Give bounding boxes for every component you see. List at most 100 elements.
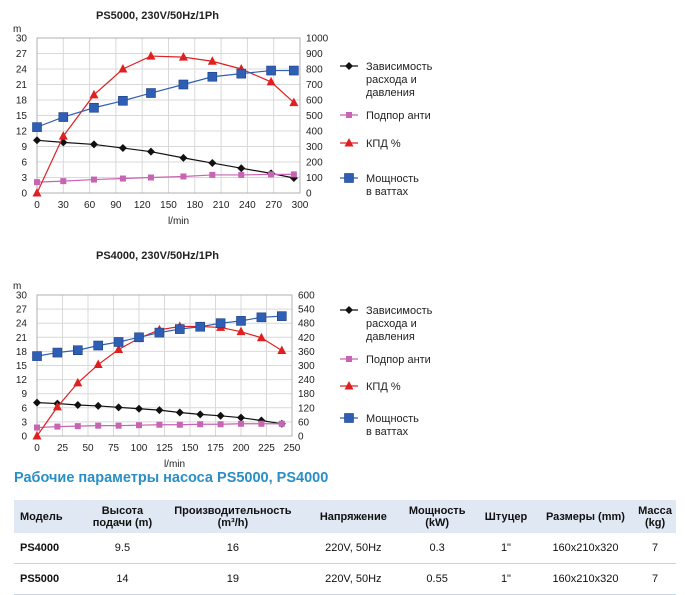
data-point — [156, 421, 163, 428]
data-point — [73, 400, 82, 409]
series-line — [36, 69, 294, 128]
y-left-tick-label: 30 — [16, 291, 28, 302]
data-point — [73, 377, 83, 387]
legend-label: КПД % — [366, 138, 401, 150]
legend-entry: Мощность в ваттах — [340, 413, 419, 438]
data-point — [258, 420, 265, 427]
cell-height: 9.5 — [86, 533, 159, 564]
y-right-tick-label: 600 — [298, 291, 315, 302]
header-power: Мощность (kW) — [399, 500, 476, 533]
x-tick-label: 0 — [34, 200, 40, 211]
data-point — [154, 327, 165, 338]
cell-power: 0.55 — [399, 563, 476, 595]
data-point — [266, 65, 276, 76]
y-left-tick-label: 21 — [16, 333, 28, 344]
data-point — [146, 88, 156, 98]
data-point — [146, 147, 155, 156]
x-tick-label: 150 — [182, 443, 199, 454]
data-point — [178, 52, 188, 61]
data-point — [134, 332, 144, 343]
data-point — [208, 159, 217, 168]
cell-power: 0.3 — [399, 533, 476, 564]
data-point — [268, 171, 275, 178]
y-left-tick-label: 9 — [21, 389, 27, 400]
data-point — [114, 344, 124, 354]
legend-marker — [345, 62, 353, 70]
header-voltage: Напряжение — [307, 500, 400, 533]
data-point — [136, 422, 142, 429]
chart-title: PS5000, 230V/50Hz/1Ph — [96, 10, 219, 22]
y-right-tick-label: 60 — [298, 417, 310, 428]
data-point — [289, 97, 299, 107]
y-right-tick-label: 500 — [306, 111, 323, 122]
data-point — [58, 112, 69, 122]
data-point — [60, 178, 67, 185]
data-point — [54, 423, 61, 430]
y-right-tick-label: 0 — [306, 189, 312, 200]
table-header-row: Модель Высота подачи (m) Производительно… — [14, 500, 676, 533]
legend-marker — [345, 306, 353, 314]
x-tick-label: 150 — [160, 200, 177, 211]
data-point — [178, 79, 189, 90]
table-row: PS4000 9.5 16 220V, 50Hz 0.3 1" 160x210x… — [14, 533, 676, 564]
data-point — [256, 312, 267, 323]
data-point — [33, 398, 41, 407]
y-left-tick-label: 21 — [16, 80, 28, 91]
y-right-tick-label: 700 — [306, 80, 323, 91]
data-point — [89, 102, 99, 113]
specs-table: Модель Высота подачи (m) Производительно… — [14, 500, 676, 595]
y-left-tick-label: 3 — [21, 173, 27, 184]
data-point — [32, 122, 42, 132]
cell-fitting: 1" — [475, 533, 537, 564]
data-point — [89, 89, 99, 99]
x-tick-label: 125 — [156, 443, 173, 454]
data-point — [90, 176, 97, 183]
cell-mass: 7 — [634, 563, 676, 595]
y-left-tick-label: 9 — [21, 142, 27, 153]
data-point — [58, 131, 68, 140]
y-right-tick-label: 400 — [306, 127, 323, 138]
data-point — [34, 424, 40, 431]
cell-voltage: 220V, 50Hz — [307, 563, 400, 595]
data-point — [207, 56, 217, 65]
data-point — [135, 404, 143, 413]
y-left-tick-label: 0 — [21, 432, 27, 443]
y-right-tick-label: 480 — [298, 319, 315, 330]
y-right-tick-label: 180 — [298, 389, 315, 400]
header-fitting: Штуцер — [475, 500, 537, 533]
y-right-tick-label: 0 — [298, 432, 304, 443]
data-point — [175, 408, 184, 417]
x-tick-label: 90 — [110, 200, 122, 211]
data-point — [209, 171, 216, 178]
series-group — [33, 136, 298, 183]
y-left-tick-label: 27 — [16, 305, 28, 316]
y-left-tick-label: 12 — [16, 127, 28, 138]
data-point — [93, 359, 103, 369]
legend-label: Зависимость расхода и давления — [366, 61, 433, 99]
data-point — [236, 68, 247, 79]
data-point — [276, 311, 287, 321]
y-left-tick-label: 24 — [16, 65, 28, 76]
y-left-tick-label: 3 — [21, 417, 27, 428]
chart-title: PS4000, 230V/50Hz/1Ph — [96, 250, 219, 262]
legend-marker — [346, 356, 352, 362]
data-point — [155, 406, 164, 415]
cell-capacity: 19 — [158, 563, 308, 595]
plot-frame — [36, 37, 301, 194]
legend-entry: Мощность в ваттах — [340, 173, 419, 198]
y-right-tick-label: 300 — [306, 142, 323, 153]
cell-dimensions: 160x210x320 — [536, 563, 635, 595]
series-group — [34, 420, 285, 431]
header-height: Высота подачи (m) — [86, 500, 159, 533]
legend-entry: Подпор анти — [340, 110, 431, 122]
header-mass: Масса (kg) — [634, 500, 676, 533]
legend-marker — [344, 381, 354, 390]
data-point — [146, 51, 156, 60]
series-line — [36, 139, 294, 179]
x-tick-label: 175 — [207, 443, 224, 454]
series-line — [36, 173, 294, 183]
legend-label: Мощность в ваттах — [366, 413, 419, 438]
legend-label: Подпор анти — [366, 110, 431, 122]
data-point — [238, 171, 245, 178]
x-tick-label: 250 — [284, 443, 301, 454]
